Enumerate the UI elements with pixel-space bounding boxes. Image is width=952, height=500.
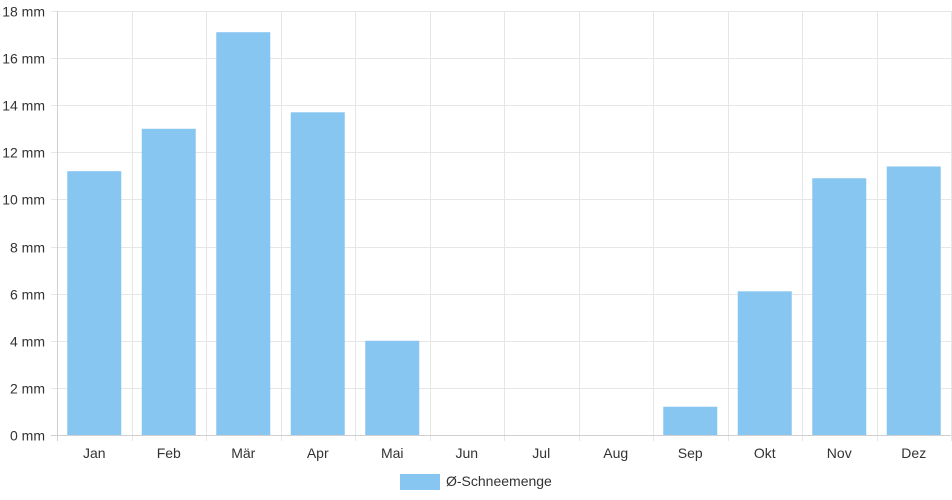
x-tick-label: Aug (603, 445, 628, 461)
bar-dez (886, 166, 941, 435)
x-tick-label: Apr (307, 445, 329, 461)
bar-feb (141, 128, 196, 435)
bar-sep (663, 406, 718, 435)
legend[interactable]: Ø-Schneemenge (400, 473, 552, 490)
legend-swatch (400, 474, 440, 490)
bars (67, 32, 941, 436)
y-tick-label: 12 mm (2, 145, 45, 161)
x-tick-label: Feb (157, 445, 181, 461)
bar-apr (290, 112, 345, 436)
y-tick-label: 6 mm (10, 287, 45, 303)
y-tick-label: 14 mm (2, 98, 45, 114)
y-tick-label: 16 mm (2, 51, 45, 67)
x-tick-label: Mär (231, 445, 255, 461)
y-tick-label: 10 mm (2, 192, 45, 208)
x-tick-label: Nov (827, 445, 852, 461)
legend-label: Ø-Schneemenge (446, 473, 552, 489)
y-axis-tick-labels: 0 mm 2 mm 4 mm 6 mm 8 mm 10 mm 12 mm 14 mm 16 mm… (2, 4, 45, 444)
y-tick-label: 2 mm (10, 381, 45, 397)
x-axis-tick-labels: Jan Feb Mär Apr Mai Jun Jul Aug Sep Okt Nov Dez (83, 445, 926, 461)
bar-mai (365, 340, 420, 435)
x-tick-label: Dez (901, 445, 926, 461)
bar-jan (67, 171, 122, 435)
bar-nov (812, 178, 867, 435)
bar-okt (737, 291, 792, 435)
x-tick-label: Jan (83, 445, 106, 461)
x-tick-label: Jun (455, 445, 478, 461)
y-tick-label: 4 mm (10, 334, 45, 350)
x-tick-label: Okt (754, 445, 776, 461)
y-tick-label: 18 mm (2, 4, 45, 20)
x-tick-label: Mai (381, 445, 404, 461)
x-tick-label: Sep (678, 445, 703, 461)
y-tick-label: 0 mm (10, 428, 45, 444)
x-tick-label: Jul (532, 445, 550, 461)
bar-mär (216, 32, 271, 435)
y-tick-label: 8 mm (10, 240, 45, 256)
